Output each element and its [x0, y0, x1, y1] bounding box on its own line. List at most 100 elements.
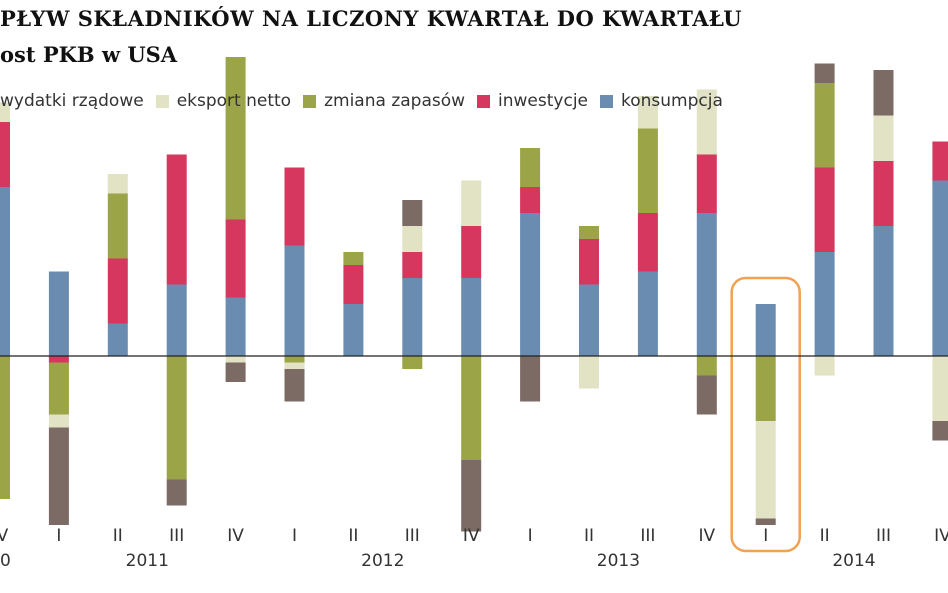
bar-segment-konsumpcja — [343, 304, 364, 356]
bar-segment-eksport-netto — [225, 356, 246, 363]
bar-segment-zmiana-zapasow — [520, 148, 541, 187]
bar-segment-konsumpcja — [225, 297, 246, 356]
bar-segment-zmiana-zapasow — [284, 356, 305, 363]
bar-segment-inwestycje — [814, 167, 835, 252]
bar-segment-wydatki-rzadowe — [48, 427, 69, 525]
bar-segment-zmiana-zapasow — [343, 252, 364, 265]
bar-segment-inwestycje — [579, 239, 599, 285]
bar-segment-zmiana-zapasow — [48, 362, 69, 415]
quarter-tick-label: IV — [0, 526, 9, 546]
bar-segment-inwestycje — [873, 161, 894, 226]
legend-label: wydatki rządowe — [0, 91, 144, 111]
bar-segment-inwestycje — [637, 213, 658, 272]
year-label: 2012 — [361, 551, 404, 571]
bar-segment-wydatki-rzadowe — [932, 421, 948, 441]
bar-segment-eksport-netto — [873, 115, 894, 161]
bar-segment-konsumpcja — [637, 271, 658, 356]
bar-segment-eksport-netto — [461, 180, 482, 226]
bar-segment-zmiana-zapasow — [461, 356, 482, 460]
bar-segment-wydatki-rzadowe — [225, 362, 246, 382]
bar-segment-inwestycje — [48, 356, 69, 363]
legend-label: zmiana zapasów — [324, 91, 466, 111]
bar-segment-eksport-netto — [402, 226, 423, 252]
chart-subtitle: ost PKB w USA — [0, 42, 178, 67]
bar-segment-inwestycje — [166, 154, 187, 285]
bar-segment-eksport-netto — [48, 414, 69, 428]
legend-item-inwestycje: inwestycje — [477, 91, 588, 111]
quarter-tick-label: IV — [934, 526, 948, 546]
bar-segment-wydatki-rzadowe — [461, 460, 482, 532]
bar-segment-zmiana-zapasow — [579, 226, 599, 239]
bar-segment-eksport-netto — [284, 362, 305, 369]
highlight-box — [730, 276, 801, 553]
bar-segment-inwestycje — [343, 265, 364, 304]
legend-label: eksport netto — [176, 91, 292, 111]
year-label: 10 — [0, 551, 11, 571]
quarter-tick-label: II — [348, 526, 358, 546]
bar-segment-eksport-netto — [579, 356, 599, 389]
legend-swatch — [477, 94, 491, 108]
bar-segment-inwestycje — [932, 141, 948, 181]
quarter-tick-label: II — [584, 526, 594, 546]
bar-segment-konsumpcja — [48, 271, 69, 356]
bar-segment-konsumpcja — [107, 323, 128, 356]
bar-segment-inwestycje — [696, 154, 717, 213]
quarter-tick-label: III — [169, 526, 184, 546]
quarter-tick-label: I — [763, 526, 768, 546]
bar-segment-konsumpcja — [696, 213, 717, 356]
bar-segment-wydatki-rzadowe — [873, 70, 894, 116]
year-labels-layer: 10 2011 2012 2013 2014 — [0, 551, 876, 571]
quarter-tick-label: II — [820, 526, 830, 546]
bar-segment-zmiana-zapasow — [107, 193, 128, 259]
bar-segment-konsumpcja — [284, 245, 305, 356]
bar-segment-inwestycje — [520, 187, 541, 213]
quarter-tick-label: III — [876, 526, 891, 546]
bar-segment-konsumpcja — [814, 252, 835, 356]
bar-segment-konsumpcja — [166, 284, 187, 356]
year-label: 2011 — [126, 551, 169, 571]
legend-label: konsumpcja — [621, 91, 723, 111]
legend-swatch — [155, 94, 169, 108]
legend-label: inwestycje — [498, 91, 589, 111]
bar-segment-konsumpcja — [0, 187, 10, 356]
legend-item-wydatki-rzadowe: wydatki rządowe — [0, 91, 144, 111]
bar-segment-inwestycje — [107, 258, 128, 324]
bar-segment-wydatki-rzadowe — [814, 63, 835, 83]
bar-segment-wydatki-rzadowe — [696, 375, 717, 415]
bar-segment-zmiana-zapasow — [402, 356, 423, 369]
bar-segment-konsumpcja — [579, 284, 599, 356]
bar-segment-konsumpcja — [461, 278, 482, 356]
bar-segment-wydatki-rzadowe — [520, 356, 541, 402]
quarter-tick-label: III — [405, 526, 420, 546]
legend-swatch — [600, 94, 614, 108]
bar-segment-eksport-netto — [814, 356, 835, 376]
bar-segment-zmiana-zapasow — [696, 356, 717, 376]
quarter-tick-label: I — [292, 526, 297, 546]
bar-segment-konsumpcja — [402, 278, 423, 356]
legend-item-konsumpcja: konsumpcja — [600, 91, 723, 111]
legend-item-zmiana-zapasow: zmiana zapasów — [303, 91, 465, 111]
bar-segment-eksport-netto — [0, 102, 10, 122]
legend: wydatki rządowe eksport netto zmiana zap… — [0, 89, 735, 113]
bar-segment-zmiana-zapasow — [225, 57, 246, 220]
quarter-tick-label: IV — [463, 526, 480, 546]
legend-item-eksport-netto: eksport netto — [155, 91, 292, 111]
bar-segment-konsumpcja — [755, 304, 776, 356]
bar-segment-inwestycje — [225, 219, 246, 298]
legend-swatch — [303, 94, 317, 108]
bar-segment-inwestycje — [402, 252, 423, 278]
bar-segment-zmiana-zapasow — [166, 356, 187, 480]
quarter-tick-label: I — [56, 526, 61, 546]
bar-segment-wydatki-rzadowe — [166, 479, 187, 506]
quarter-tick-label: IV — [698, 526, 715, 546]
bar-segment-wydatki-rzadowe — [755, 518, 776, 525]
year-label: 2014 — [832, 551, 875, 571]
bar-segment-konsumpcja — [520, 213, 541, 356]
chart-title: PŁYW SKŁADNIKÓW NA LICZONY KWARTAŁ DO KW… — [0, 6, 743, 31]
bar-segment-eksport-netto — [637, 96, 658, 129]
bar-segment-inwestycje — [0, 122, 10, 187]
bar-segment-zmiana-zapasow — [814, 83, 835, 168]
quarter-tick-label: I — [528, 526, 533, 546]
year-label: 2013 — [597, 551, 640, 571]
